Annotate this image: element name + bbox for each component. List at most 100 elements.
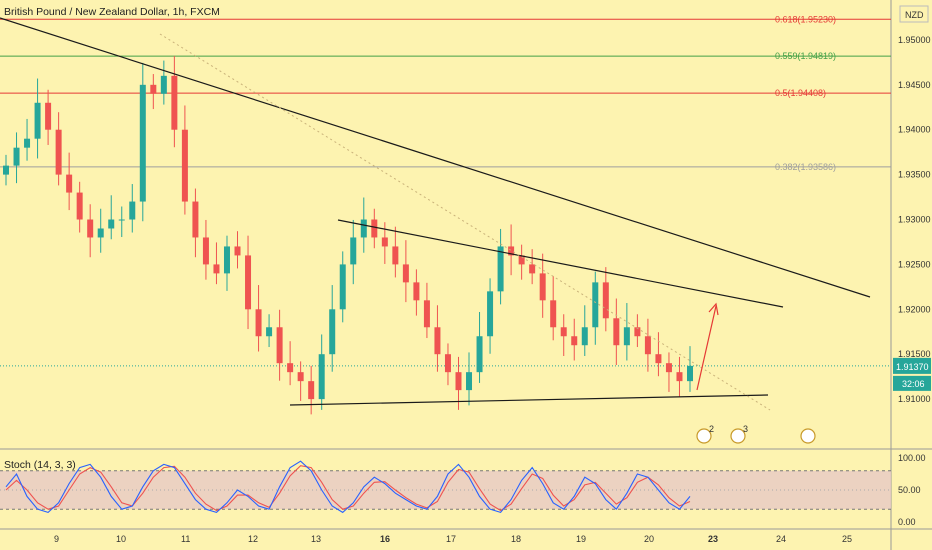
price-tick-label: 1.92500	[898, 259, 931, 269]
candle-body	[371, 219, 378, 238]
price-tick-label: 1.94500	[898, 80, 931, 90]
countdown-value: 32:06	[902, 379, 925, 389]
candle-body	[518, 255, 525, 265]
candle-body	[3, 165, 9, 175]
candle-body	[339, 264, 346, 310]
candle-body	[413, 282, 420, 301]
price-tick-label: 1.95000	[898, 35, 931, 45]
candle-body	[76, 192, 83, 220]
candle-body	[571, 336, 578, 346]
candle-body	[171, 75, 178, 130]
candle-body	[45, 102, 52, 130]
candle-body	[434, 327, 441, 355]
price-tick-label: 1.91000	[898, 394, 931, 404]
candle-body	[539, 273, 546, 301]
price-tick-label: 1.92000	[898, 304, 931, 314]
candle-body	[644, 336, 651, 355]
candle-body	[665, 363, 672, 373]
time-tick-label: 11	[181, 534, 190, 544]
candle-body	[508, 246, 515, 256]
stoch-k-line	[5, 460, 691, 514]
candle-body	[108, 219, 115, 229]
event-flag-icon	[730, 428, 746, 444]
event-flag-icon	[800, 428, 816, 444]
candle-body	[118, 219, 125, 221]
candle-body	[34, 102, 41, 139]
symbol-title: British Pound / New Zealand Dollar, 1h, …	[4, 6, 220, 18]
time-tick-label: 16	[380, 534, 390, 544]
fib-level-label: 0.618(1.95230)	[775, 14, 836, 24]
fib-level-label: 0.382(1.93586)	[775, 162, 836, 172]
candle-body	[66, 174, 73, 193]
candle-body	[181, 129, 188, 202]
time-tick-label: 18	[511, 534, 521, 544]
candles-group	[3, 56, 693, 415]
candle-body	[560, 327, 567, 337]
trendline	[337, 219, 784, 308]
price-tick-label: 1.93500	[898, 170, 931, 180]
stoch-label: Stoch (14, 3, 3)	[4, 459, 76, 471]
countdown-tag	[893, 375, 931, 391]
fib-level-label: 0.559(1.94819)	[775, 51, 836, 61]
candle-body	[360, 219, 367, 238]
price-tick-label: 1.91500	[898, 349, 931, 359]
candle-body	[423, 300, 430, 328]
candle-body	[24, 138, 31, 148]
candle-body	[592, 282, 599, 328]
price-tick-label: 1.94000	[898, 125, 931, 135]
candle-body	[623, 327, 630, 346]
candle-body	[602, 282, 609, 319]
trendline	[289, 394, 769, 406]
candle-body	[676, 372, 683, 382]
currency-label-box	[899, 5, 929, 23]
candle-body	[160, 75, 167, 94]
candle-body	[581, 327, 588, 346]
candle-body	[55, 129, 62, 175]
trendline	[0, 17, 871, 298]
candle-body	[245, 255, 252, 310]
candle-body	[381, 237, 388, 247]
price-tick-label: 1.93000	[898, 215, 931, 225]
candle-body	[487, 291, 494, 337]
candle-body	[634, 327, 641, 337]
candle-body	[234, 246, 241, 256]
time-tick-label: 25	[842, 534, 852, 544]
time-tick-label: 12	[248, 534, 258, 544]
currency-label: NZD	[905, 10, 924, 20]
candle-body	[202, 237, 209, 265]
stoch-tick-label: 50.00	[898, 485, 921, 495]
fib-level-label: 0.5(1.94408)	[775, 88, 826, 98]
event-count: 2	[709, 424, 714, 434]
time-tick-label: 10	[116, 534, 126, 544]
candle-body	[444, 354, 451, 373]
stoch-tick-label: 0.00	[898, 517, 916, 527]
time-tick-label: 20	[644, 534, 654, 544]
event-count: 3	[743, 424, 748, 434]
candle-body	[455, 372, 462, 391]
candle-body	[350, 237, 357, 265]
candle-body	[308, 381, 315, 400]
candle-body	[550, 300, 557, 328]
candle-body	[613, 318, 620, 346]
candle-body	[687, 365, 693, 382]
candle-body	[276, 327, 283, 364]
last-price-tag	[893, 357, 931, 374]
time-tick-label: 23	[708, 534, 718, 544]
arrow-head	[708, 302, 719, 316]
candle-body	[318, 354, 325, 400]
candle-body	[150, 84, 157, 94]
time-tick-label: 9	[54, 534, 59, 544]
candle-body	[287, 363, 294, 373]
fib-trend-dashed	[159, 33, 771, 411]
projection-arrow	[696, 305, 717, 391]
candle-body	[129, 201, 136, 220]
candle-body	[466, 372, 473, 391]
candle-body	[476, 336, 483, 373]
time-tick-label: 19	[576, 534, 586, 544]
candle-body	[529, 264, 536, 274]
candle-body	[13, 147, 20, 166]
candle-body	[87, 219, 94, 238]
candle-body	[266, 327, 273, 337]
